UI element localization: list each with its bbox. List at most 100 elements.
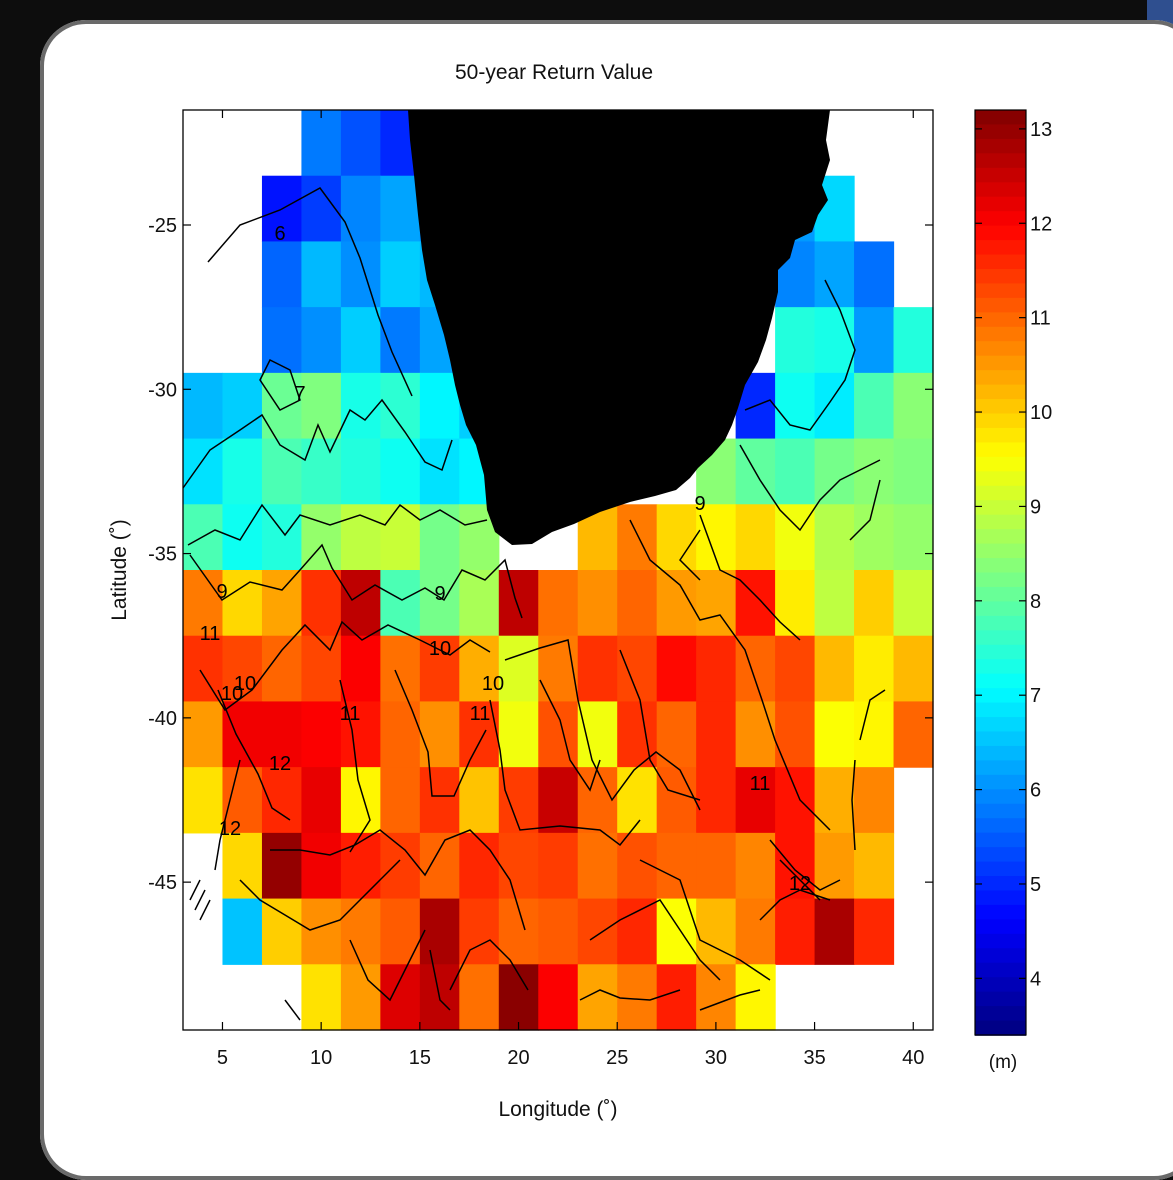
heatmap-cell	[893, 372, 934, 440]
colorbar-segment	[975, 138, 1026, 155]
contour-label: 11	[750, 773, 771, 795]
heatmap-cell	[261, 438, 303, 505]
colorbar-segment	[975, 370, 1026, 386]
x-tick-label: 20	[507, 1047, 529, 1069]
heatmap-cell	[301, 832, 342, 900]
heatmap-cell	[656, 898, 697, 965]
heatmap-cell	[183, 635, 224, 703]
heatmap-cell	[696, 898, 737, 965]
heatmap-cell	[735, 832, 776, 900]
heatmap-cell	[419, 898, 460, 965]
heatmap-cell	[222, 438, 263, 505]
heatmap-cell	[340, 110, 381, 177]
heatmap-cell	[459, 635, 500, 703]
y-tick-label: -35	[148, 544, 177, 566]
heatmap-cell	[261, 701, 303, 768]
colorbar-tick-label: 12	[1030, 213, 1052, 235]
x-tick-label: 35	[803, 1047, 825, 1069]
heatmap-cell	[261, 767, 303, 834]
colorbar-segment	[975, 500, 1026, 516]
heatmap-cell	[340, 832, 381, 900]
colorbar-segment	[975, 745, 1026, 762]
heatmap-cell	[183, 767, 224, 834]
colorbar-segment	[975, 919, 1026, 935]
heatmap-cell	[340, 175, 381, 243]
contour-label: 11	[200, 623, 221, 645]
heatmap-cell	[538, 964, 579, 1031]
colorbar-segment	[975, 529, 1026, 545]
heatmap-cell	[577, 635, 618, 703]
heatmap-cell	[183, 570, 224, 637]
heatmap-cell	[577, 832, 618, 900]
heatmap-cell	[854, 832, 895, 900]
colorbar-segment	[975, 962, 1026, 978]
colorbar-segment	[975, 355, 1026, 371]
colorbar-segment	[975, 630, 1026, 646]
heatmap-cell	[380, 832, 421, 900]
colorbar-segment	[975, 110, 1026, 126]
y-axis-label: Latitude (˚)	[108, 519, 131, 621]
heatmap-cell	[498, 570, 539, 637]
colorbar-tick-label: 10	[1030, 402, 1052, 424]
heatmap-cell	[380, 504, 421, 571]
contour-label: 9	[216, 581, 227, 603]
heatmap-cells	[183, 110, 934, 1031]
heatmap-cell	[261, 241, 303, 308]
heatmap-cell	[301, 438, 342, 505]
colorbar-segment	[975, 225, 1026, 241]
heatmap-cell	[735, 504, 776, 571]
colorbar-segment	[975, 254, 1026, 270]
colorbar-segment	[975, 182, 1026, 198]
colorbar-segment	[975, 673, 1026, 689]
heatmap-cell	[419, 570, 460, 637]
colorbar-tick-label: 8	[1030, 591, 1041, 613]
heatmap-cell	[419, 767, 460, 834]
contour-label: 10	[482, 673, 504, 695]
heatmap-cell	[814, 832, 855, 900]
colorbar-segment	[975, 601, 1026, 617]
heatmap-cell	[735, 964, 776, 1031]
heatmap-cell	[775, 635, 816, 703]
colorbar-segment	[975, 702, 1026, 718]
heatmap-cell	[459, 570, 500, 637]
colorbar-segment	[975, 297, 1026, 314]
heatmap-cell	[183, 438, 224, 505]
heatmap-cell	[854, 635, 895, 703]
heatmap-cell	[419, 438, 460, 505]
heatmap-cell	[261, 832, 303, 900]
heatmap-cell	[459, 898, 500, 965]
colorbar-segment	[975, 384, 1026, 400]
heatmap-cell	[301, 701, 342, 768]
heatmap-cell	[775, 307, 816, 374]
colorbar-segment	[975, 456, 1026, 473]
heatmap-cell	[656, 964, 697, 1031]
heatmap-cell	[696, 701, 737, 768]
heatmap-cell	[498, 701, 539, 768]
heatmap-cell	[617, 898, 658, 965]
heatmap-cell	[419, 701, 460, 768]
heatmap-cell	[222, 701, 263, 768]
colorbar-tick-label: 4	[1030, 968, 1041, 990]
colorbar-segment	[975, 789, 1026, 805]
heatmap-cell	[301, 110, 342, 177]
heatmap-cell	[735, 898, 776, 965]
heatmap-cell	[814, 898, 855, 965]
heatmap-cell	[617, 635, 658, 703]
heatmap-cell	[419, 372, 460, 440]
colorbar-tick-label: 9	[1030, 496, 1041, 518]
heatmap-cell	[301, 767, 342, 834]
heatmap-cell	[696, 964, 737, 1031]
contour-label: 11	[340, 703, 361, 725]
heatmap-cell	[380, 438, 421, 505]
heatmap-cell	[854, 307, 895, 374]
colorbar-segment	[975, 471, 1026, 487]
heatmap-cell	[617, 964, 658, 1031]
colorbar-tick-label: 7	[1030, 685, 1041, 707]
heatmap-cell	[577, 701, 618, 768]
colorbar-segment	[975, 543, 1026, 559]
colorbar-tick-label: 5	[1030, 874, 1041, 896]
y-tick-label: -40	[148, 708, 177, 730]
heatmap-cell	[380, 635, 421, 703]
heatmap-cell	[854, 241, 895, 308]
